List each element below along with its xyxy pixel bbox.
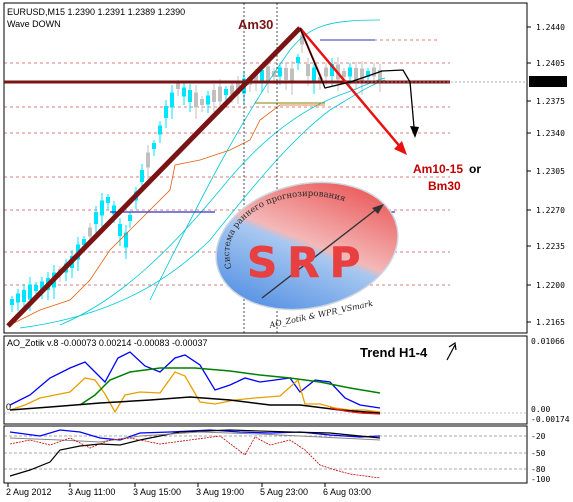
ao-header: AO_Zotik v.8 -0.00073 0.00214 -0.00083 -… <box>7 338 207 348</box>
trend-label: Trend H1-4 <box>360 345 428 360</box>
target-label-1: Am10-15 <box>413 162 463 176</box>
target-label-or: or <box>469 162 481 176</box>
srp-logo: Система раннего прогнозирования SRP AO_Z… <box>215 181 399 330</box>
projection-arrowhead <box>410 126 419 138</box>
ao-orange-line <box>9 371 381 414</box>
wave-status: Wave DOWN <box>7 19 61 29</box>
price-tick-label: 1.2305 <box>536 167 565 176</box>
ao-tick-zero: 0.00 <box>531 405 550 414</box>
ao-tick-top: 0.01066 <box>531 337 565 346</box>
price-tick-label: 1.2440 <box>536 23 565 32</box>
price-tick-label: 1.2235 <box>536 242 565 251</box>
wpr-blue-line <box>9 429 381 441</box>
wpr-tick-50: -50 <box>531 449 546 458</box>
trend-line <box>6 26 302 328</box>
ao-green-line <box>79 367 381 406</box>
ma-upper-band <box>149 19 381 301</box>
time-axis-label: 6 Aug 03:00 <box>323 487 371 497</box>
price-tick-label: 1.2340 <box>536 129 565 138</box>
price-tick-label: 1.2375 <box>536 97 565 106</box>
ao-zero-marker: 0 <box>6 402 11 412</box>
price-tick-label: 1.2200 <box>536 281 565 290</box>
projection-zigzag <box>299 27 415 128</box>
ma-lower-band <box>19 79 386 329</box>
ao-tick-bottom: -0.00174 <box>531 415 570 424</box>
target-label-2: Bm30 <box>428 179 461 193</box>
ichimoku-line <box>9 104 325 326</box>
price-pane[interactable]: EURUSD,M15 1.2390 1.2391 1.2389 1.2390 W… <box>3 2 567 334</box>
ao-pane[interactable]: AO_Zotik v.8 -0.00073 0.00214 -0.00083 -… <box>3 335 570 425</box>
current-price-marker <box>529 76 567 87</box>
ao-red-line <box>329 407 381 415</box>
time-axis-label: 5 Aug 23:00 <box>260 487 308 497</box>
time-axis-label: 2 Aug 2012 <box>6 487 52 497</box>
wpr-black-line <box>9 429 381 477</box>
wpr-tick-100: -100 <box>531 475 550 484</box>
logo-srp-text: SRP <box>247 238 370 287</box>
wpr-gray-line <box>9 431 381 443</box>
symbol-header: EURUSD,M15 1.2390 1.2391 1.2389 1.2390 <box>7 7 185 17</box>
wpr-tick-80: -80 <box>531 465 546 474</box>
forecast-arrow-line <box>299 27 403 150</box>
price-tick-label: 1.2165 <box>536 318 565 327</box>
price-axis: 1.2440 1.2405 1.2375 1.2340 1.2305 1.2270 1.22… <box>527 23 565 327</box>
price-tick-label: 1.2405 <box>536 59 565 68</box>
trend-arrow-icon <box>446 341 457 361</box>
ma-mid-band <box>59 77 386 326</box>
ao-blue-line <box>9 351 381 409</box>
ao-black-line <box>9 396 381 414</box>
price-tick-label: 1.2270 <box>536 206 565 215</box>
am30-label: Am30 <box>238 17 273 32</box>
wpr-tick-20: -20 <box>531 432 546 441</box>
time-axis-label: 3 Aug 11:00 <box>68 487 115 497</box>
wpr-pane[interactable]: -20 -50 -80 -100 <box>3 425 550 484</box>
forecast-arrowhead <box>394 141 407 155</box>
time-axis-label: 3 Aug 19:00 <box>196 487 244 497</box>
current-price-label: 1.2390 <box>533 78 562 87</box>
time-axis: 2 Aug 2012 3 Aug 11:00 3 Aug 15:00 3 Aug 19… <box>6 483 371 497</box>
time-axis-label: 3 Aug 15:00 <box>133 487 181 497</box>
